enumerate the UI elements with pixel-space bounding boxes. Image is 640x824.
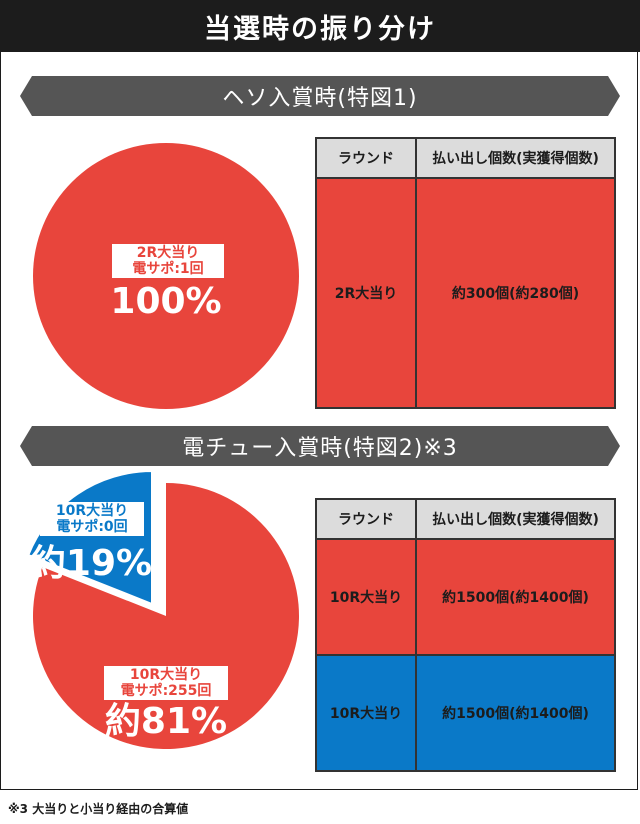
- pie2-red-label-line1: 10R大当り: [129, 667, 203, 683]
- table-header-payout: 払い出し個数(実獲得個数): [415, 498, 616, 540]
- footnote: ※3 大当りと小当り経由の合算値: [8, 802, 189, 816]
- round-table-denchu: ラウンド 払い出し個数(実獲得個数) 10R大当り 約1500個(約1400個)…: [315, 498, 616, 772]
- table-header-row: ラウンド 払い出し個数(実獲得個数): [315, 137, 616, 179]
- pie2-blue-pct-label: 約19%: [29, 543, 153, 584]
- table-cell-round: 2R大当り: [315, 177, 417, 409]
- pie2-blue-label-line2: 電サポ:0回: [56, 519, 128, 535]
- pie2-red-pct-label: 約81%: [104, 701, 228, 742]
- table-header-round: ラウンド: [315, 137, 417, 179]
- table-cell-round: 10R大当り: [315, 654, 417, 772]
- table-row: 2R大当り 約300個(約280個): [315, 177, 616, 409]
- table-row: 10R大当り 約1500個(約1400個): [315, 538, 616, 656]
- pie1-pct-label: 100%: [110, 281, 222, 322]
- table-cell-round: 10R大当り: [315, 538, 417, 656]
- table-header-payout: 払い出し個数(実獲得個数): [415, 137, 616, 179]
- pie2-red-slice-label: 10R大当り 電サポ:255回: [104, 666, 228, 700]
- pie1-slice-label: 2R大当り 電サポ:1回: [112, 244, 224, 278]
- table-cell-payout: 約1500個(約1400個): [415, 654, 616, 772]
- pie2-slice-10r-255: [33, 483, 300, 749]
- pie1-label-line2: 電サポ:1回: [132, 261, 204, 277]
- section-title-heso: ヘソ入賞時(特図1): [20, 76, 620, 116]
- table-cell-payout: 約1500個(約1400個): [415, 538, 616, 656]
- table-cell-payout: 約300個(約280個): [415, 177, 616, 409]
- pie2-red-label-line2: 電サポ:255回: [120, 683, 212, 699]
- table-header-round: ラウンド: [315, 498, 417, 540]
- pie1-label-line1: 2R大当り: [136, 245, 200, 261]
- pie2-blue-label-line1: 10R大当り: [55, 503, 129, 519]
- round-table-heso: ラウンド 払い出し個数(実獲得個数) 2R大当り 約300個(約280個): [315, 137, 616, 409]
- table-row: 10R大当り 約1500個(約1400個): [315, 654, 616, 772]
- pie2-blue-slice-label: 10R大当り 電サポ:0回: [40, 502, 144, 536]
- table-header-row: ラウンド 払い出し個数(実獲得個数): [315, 498, 616, 540]
- section-title-denchu: 電チュー入賞時(特図2)※3: [20, 426, 620, 466]
- page-title: 当選時の振り分け: [0, 0, 640, 52]
